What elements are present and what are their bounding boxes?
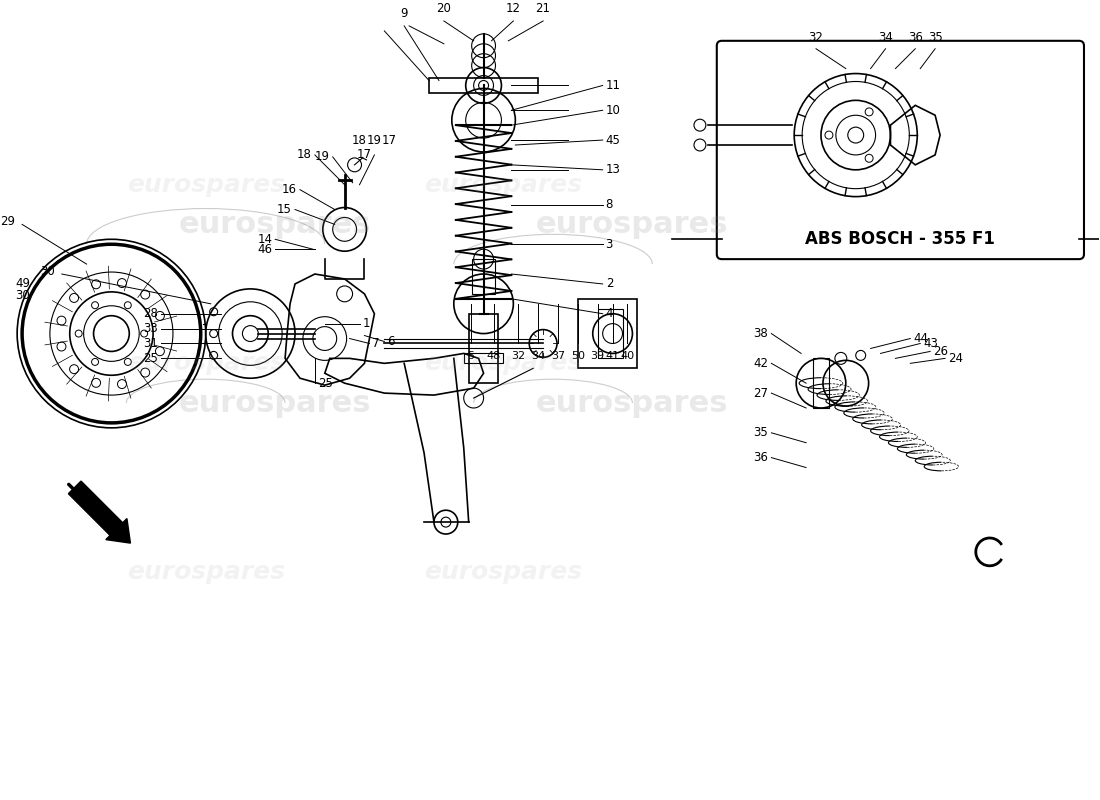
Text: 30: 30 bbox=[15, 290, 30, 302]
Text: eurospares: eurospares bbox=[425, 560, 583, 584]
Text: 38: 38 bbox=[754, 327, 769, 340]
Text: 29: 29 bbox=[0, 215, 15, 228]
FancyArrow shape bbox=[68, 481, 131, 543]
Text: 20: 20 bbox=[437, 2, 451, 15]
Text: 10: 10 bbox=[606, 104, 620, 117]
Text: 34: 34 bbox=[878, 30, 893, 44]
Text: 40: 40 bbox=[620, 351, 635, 362]
Text: 11: 11 bbox=[606, 79, 620, 92]
Text: eurospares: eurospares bbox=[179, 210, 372, 239]
Text: 34: 34 bbox=[531, 351, 546, 362]
Text: 30: 30 bbox=[40, 265, 55, 278]
Text: 3: 3 bbox=[606, 238, 613, 250]
Bar bbox=[597, 309, 623, 358]
Text: 19: 19 bbox=[367, 134, 382, 147]
Text: ABS BOSCH - 355 F1: ABS BOSCH - 355 F1 bbox=[805, 230, 996, 248]
Text: 19: 19 bbox=[315, 150, 330, 163]
Text: 17: 17 bbox=[356, 149, 372, 162]
Text: 39: 39 bbox=[591, 351, 605, 362]
Text: 35: 35 bbox=[754, 426, 769, 439]
Text: 18: 18 bbox=[352, 134, 367, 147]
Text: 21: 21 bbox=[536, 2, 551, 15]
Text: 5: 5 bbox=[468, 351, 474, 362]
Text: 33: 33 bbox=[143, 322, 158, 335]
Bar bbox=[429, 78, 538, 94]
Text: eurospares: eurospares bbox=[126, 173, 285, 197]
Text: 32: 32 bbox=[512, 351, 526, 362]
Text: 49: 49 bbox=[15, 278, 30, 290]
Bar bbox=[578, 299, 637, 368]
Text: 41: 41 bbox=[605, 351, 619, 362]
Text: eurospares: eurospares bbox=[126, 560, 285, 584]
Text: 25: 25 bbox=[318, 377, 332, 390]
Text: eurospares: eurospares bbox=[536, 389, 728, 418]
Text: 28: 28 bbox=[143, 307, 158, 320]
Text: 27: 27 bbox=[754, 386, 769, 400]
Text: 36: 36 bbox=[908, 30, 923, 44]
Text: 2: 2 bbox=[606, 278, 613, 290]
Text: 9: 9 bbox=[400, 7, 408, 20]
Text: 50: 50 bbox=[571, 351, 585, 362]
Bar bbox=[469, 314, 498, 383]
Text: 46: 46 bbox=[257, 242, 272, 256]
Text: 43: 43 bbox=[923, 337, 938, 350]
Text: eurospares: eurospares bbox=[179, 389, 372, 418]
Text: 48: 48 bbox=[486, 351, 500, 362]
Text: 37: 37 bbox=[551, 351, 565, 362]
Bar bbox=[813, 358, 829, 408]
Text: 42: 42 bbox=[754, 357, 769, 370]
Text: 7: 7 bbox=[373, 337, 380, 350]
Text: 15: 15 bbox=[277, 203, 292, 216]
Text: 16: 16 bbox=[282, 183, 297, 196]
Text: 31: 31 bbox=[143, 337, 158, 350]
Text: 36: 36 bbox=[754, 451, 769, 464]
Text: 26: 26 bbox=[933, 345, 948, 358]
Bar bbox=[472, 259, 495, 294]
Text: 4: 4 bbox=[606, 307, 613, 320]
Text: eurospares: eurospares bbox=[425, 351, 583, 375]
Text: 24: 24 bbox=[948, 352, 962, 365]
Text: 35: 35 bbox=[927, 30, 943, 44]
Text: 45: 45 bbox=[606, 134, 620, 146]
Text: 17: 17 bbox=[382, 134, 397, 147]
Text: eurospares: eurospares bbox=[425, 173, 583, 197]
Text: 18: 18 bbox=[297, 149, 312, 162]
Text: 13: 13 bbox=[606, 163, 620, 176]
Text: eurospares: eurospares bbox=[126, 351, 285, 375]
Text: 14: 14 bbox=[257, 233, 272, 246]
Text: 44: 44 bbox=[913, 332, 928, 345]
Text: 25: 25 bbox=[143, 352, 158, 365]
Text: 32: 32 bbox=[808, 30, 824, 44]
Bar bbox=[464, 354, 504, 363]
Text: eurospares: eurospares bbox=[536, 210, 728, 239]
Text: 8: 8 bbox=[606, 198, 613, 211]
Text: 6: 6 bbox=[387, 335, 395, 348]
Text: 1: 1 bbox=[363, 317, 370, 330]
Text: 12: 12 bbox=[506, 2, 520, 15]
